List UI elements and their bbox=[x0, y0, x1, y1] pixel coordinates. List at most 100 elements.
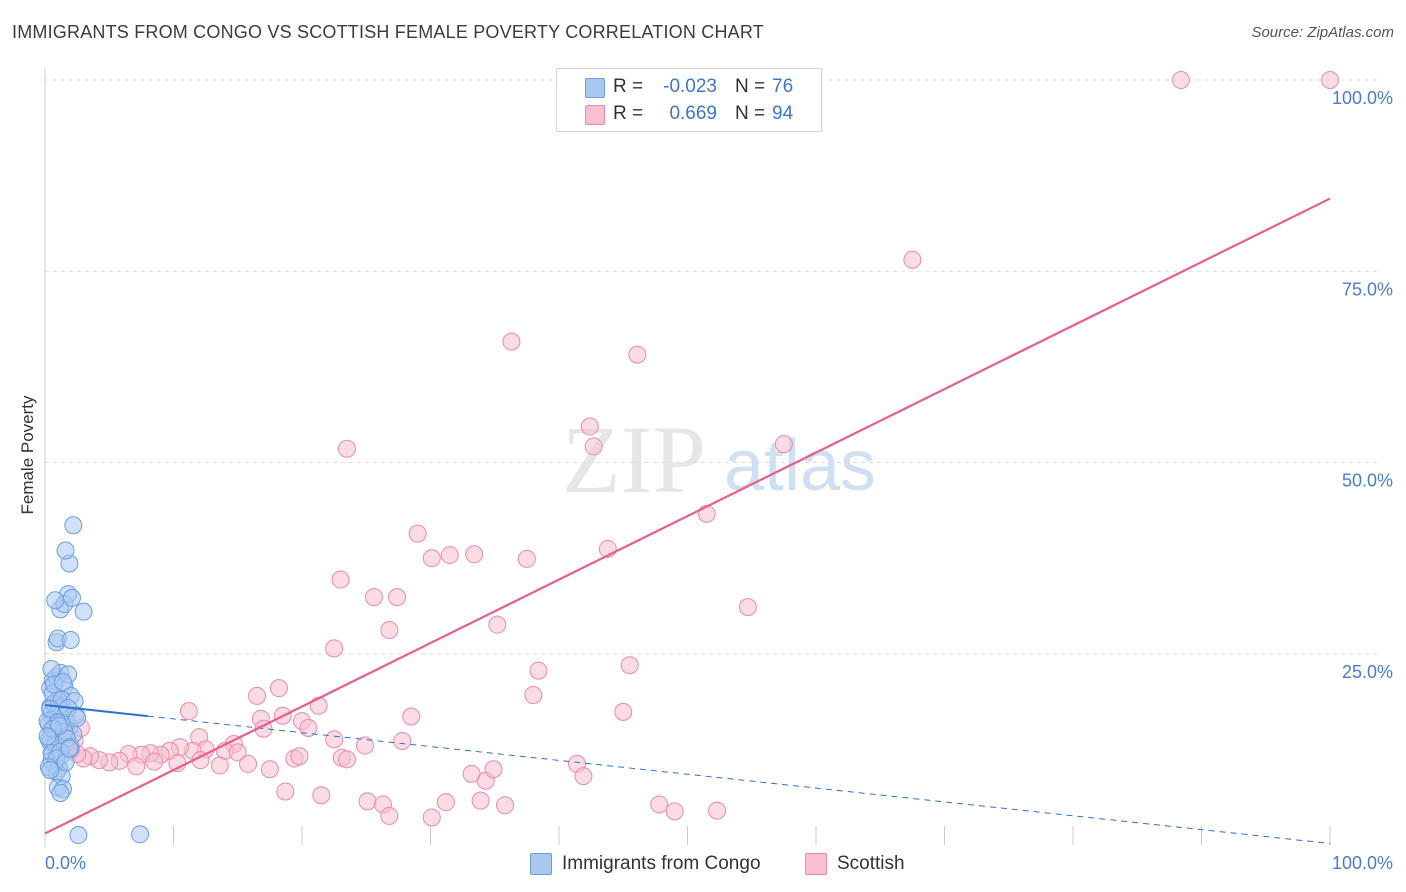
scottish-point bbox=[228, 743, 247, 762]
scottish-point bbox=[248, 686, 267, 705]
legend-label: Scottish bbox=[837, 853, 905, 874]
congo-points bbox=[38, 516, 150, 845]
congo-point bbox=[62, 588, 81, 607]
scottish-point bbox=[179, 702, 198, 721]
n-label: N = bbox=[735, 76, 766, 97]
scottish-point bbox=[325, 639, 344, 658]
scottish-point bbox=[337, 750, 356, 769]
scottish-point bbox=[1171, 71, 1190, 89]
scottish-point bbox=[210, 756, 229, 775]
stats-legend: R = -0.023 N = 76 R = 0.669 N = 94 bbox=[556, 68, 822, 132]
congo-point bbox=[42, 660, 61, 679]
scottish-point bbox=[127, 757, 146, 776]
scottish-point bbox=[393, 731, 412, 750]
congo-point bbox=[38, 727, 57, 746]
scottish-point bbox=[697, 504, 716, 523]
scottish-point bbox=[358, 792, 377, 811]
scottish-point bbox=[465, 545, 484, 564]
scottish-point bbox=[628, 345, 647, 364]
scottish-trend bbox=[44, 197, 1331, 835]
y-tick-label: 75.0% bbox=[1342, 279, 1393, 299]
congo-point bbox=[131, 825, 150, 844]
bottom-legend: Immigrants from Congo Scottish bbox=[0, 852, 1406, 876]
scottish-legend-swatch bbox=[805, 853, 827, 875]
scottish-point bbox=[402, 707, 421, 726]
scottish-point bbox=[471, 791, 490, 810]
scottish-point bbox=[380, 806, 399, 825]
x-tick-label: 0.0% bbox=[45, 853, 86, 873]
scottish-point bbox=[738, 598, 757, 617]
scottish-point bbox=[574, 767, 593, 786]
chart-title: IMMIGRANTS FROM CONGO VS SCOTTISH FEMALE… bbox=[12, 22, 764, 42]
scottish-point bbox=[408, 524, 427, 543]
r-value: 0.669 bbox=[669, 103, 717, 124]
scottish-swatch bbox=[585, 105, 605, 125]
grid bbox=[45, 79, 1380, 655]
scottish-point bbox=[517, 549, 536, 568]
x-tick-label: 100.0% bbox=[1332, 853, 1393, 873]
scottish-point bbox=[484, 760, 503, 779]
congo-trend-dashed bbox=[147, 715, 1331, 844]
scottish-point bbox=[650, 795, 669, 814]
scottish-point bbox=[337, 439, 356, 458]
scottish-point bbox=[355, 736, 374, 755]
watermark: ZIP atlas bbox=[562, 406, 876, 513]
points-layer bbox=[38, 71, 1339, 845]
stats-row-scottish: R = 0.669 N = 94 bbox=[557, 101, 821, 127]
y-tick-label: 50.0% bbox=[1342, 471, 1393, 491]
congo-point bbox=[50, 716, 69, 735]
congo-swatch bbox=[585, 78, 605, 98]
congo-point bbox=[60, 739, 79, 758]
scottish-point bbox=[331, 570, 350, 589]
scottish-point bbox=[665, 802, 684, 821]
congo-point bbox=[51, 783, 70, 802]
y-tick-label: 100.0% bbox=[1332, 88, 1393, 108]
congo-legend-swatch bbox=[530, 853, 552, 875]
scottish-point bbox=[1321, 71, 1339, 89]
scottish-point bbox=[290, 747, 309, 766]
r-label: R = bbox=[613, 76, 644, 97]
scottish-point bbox=[502, 332, 521, 351]
scottish-point bbox=[496, 796, 515, 815]
scottish-point bbox=[708, 801, 727, 820]
scottish-point bbox=[260, 760, 279, 779]
trend-lines bbox=[44, 197, 1331, 844]
congo-point bbox=[61, 630, 80, 649]
congo-point bbox=[53, 673, 72, 692]
scottish-point bbox=[299, 718, 318, 737]
r-value: -0.023 bbox=[663, 76, 717, 97]
stats-row-congo: R = -0.023 N = 76 bbox=[557, 74, 821, 100]
r-label: R = bbox=[613, 103, 644, 124]
scottish-point bbox=[312, 786, 331, 805]
scottish-point bbox=[422, 549, 441, 568]
scottish-point bbox=[145, 752, 164, 771]
scottish-point bbox=[614, 702, 633, 721]
congo-trend-solid bbox=[44, 704, 148, 718]
scottish-point bbox=[584, 437, 603, 456]
scottish-point bbox=[620, 656, 639, 675]
congo-point bbox=[56, 541, 75, 560]
legend-label: Immigrants from Congo bbox=[562, 853, 761, 874]
scottish-point bbox=[276, 782, 295, 801]
congo-point bbox=[46, 591, 65, 610]
scottish-point bbox=[903, 250, 922, 269]
congo-point bbox=[69, 826, 88, 845]
scottish-point bbox=[388, 588, 407, 607]
scottish-point bbox=[364, 588, 383, 607]
scottish-point bbox=[524, 686, 543, 705]
congo-point bbox=[41, 761, 60, 780]
scottish-point bbox=[380, 621, 399, 640]
congo-point bbox=[64, 516, 83, 535]
n-value: 76 bbox=[772, 76, 794, 97]
scottish-point bbox=[529, 661, 548, 680]
n-label: N = bbox=[735, 103, 766, 124]
scottish-point bbox=[440, 546, 459, 565]
scottish-point bbox=[422, 808, 441, 827]
source-label: Source: ZipAtlas.com bbox=[1251, 24, 1394, 41]
scottish-point bbox=[325, 730, 344, 749]
scottish-point bbox=[580, 417, 599, 436]
scottish-point bbox=[488, 615, 507, 634]
scottish-point bbox=[436, 793, 455, 812]
scottish-point bbox=[309, 696, 328, 715]
